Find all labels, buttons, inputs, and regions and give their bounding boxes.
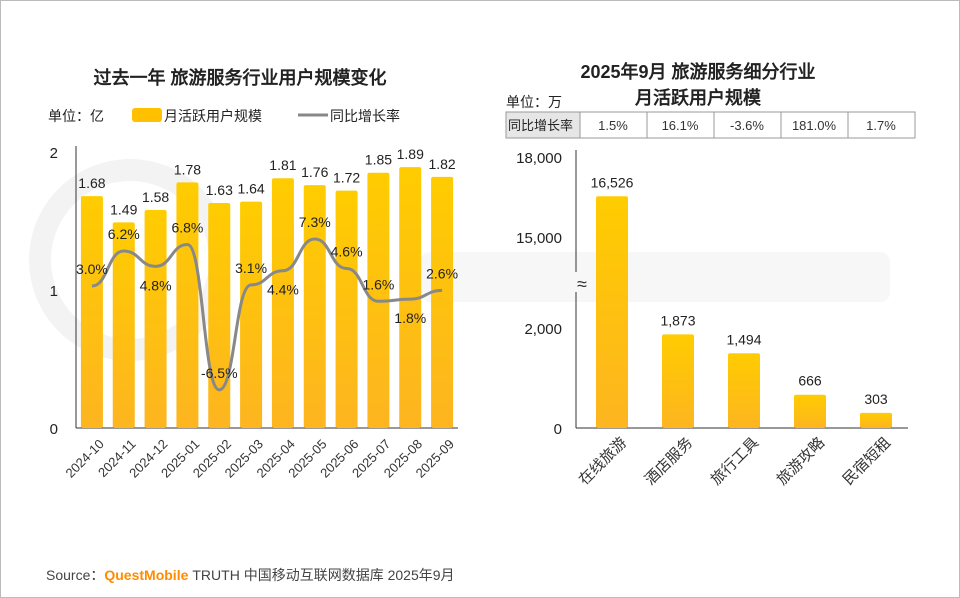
bar-value-label: 1.81 — [269, 157, 296, 173]
x-tick-label: 民宿短租 — [840, 434, 894, 488]
bar-value-label: 1.49 — [110, 201, 137, 217]
legend-bar-label: 月活跃用户规模 — [164, 108, 262, 124]
bar-value-label: 16,526 — [591, 174, 634, 190]
bar-value-label: 1.76 — [301, 164, 328, 180]
legend-line-label: 同比增长率 — [330, 108, 400, 124]
bar — [728, 353, 760, 428]
bar — [176, 182, 199, 428]
x-tick-label: 在线旅游 — [576, 434, 630, 488]
bar — [596, 196, 628, 428]
left-title: 过去一年 旅游服务行业用户规模变化 — [94, 67, 387, 88]
right-unit: 单位：万 — [506, 94, 562, 110]
bar-value-label: 1.63 — [206, 182, 233, 198]
source-line: Source：QuestMobile TRUTH 中国移动互联网数据库 2025年… — [46, 567, 455, 583]
table-value: 1.5% — [598, 118, 628, 133]
bar-value-label: 1,873 — [660, 312, 695, 328]
x-tick-label: 旅行工具 — [708, 434, 762, 488]
table-cell — [780, 111, 849, 139]
bar-value-label: 1.89 — [397, 146, 424, 162]
axis-break-icon: ≈ — [577, 274, 587, 294]
bar — [399, 167, 422, 428]
source-text: TRUTH 中国移动互联网数据库 2025年9月 — [192, 567, 454, 583]
bar — [431, 176, 454, 428]
growth-label: 3.0% — [76, 261, 108, 277]
table-value: 181.0% — [792, 118, 837, 133]
growth-label: 2.6% — [426, 265, 458, 281]
table-header: 同比增长率 — [508, 118, 573, 133]
bar-value-label: 666 — [798, 373, 822, 389]
growth-label: 7.3% — [299, 214, 331, 230]
left-unit: 单位：亿 — [48, 108, 104, 124]
x-tick-label: 酒店服务 — [642, 434, 696, 488]
right-subtitle: 月活跃用户规模 — [634, 87, 762, 108]
growth-label: 6.8% — [171, 219, 203, 235]
bar-value-label: 1.64 — [237, 181, 264, 197]
bar — [144, 209, 167, 428]
legend-bar-swatch — [132, 108, 162, 122]
y-tick-label: 2 — [50, 145, 58, 162]
growth-label: 3.1% — [235, 260, 267, 276]
source-prefix: Source： — [46, 567, 104, 583]
y-tick-label: 0 — [50, 421, 58, 438]
table-cell — [579, 111, 648, 139]
growth-label: 1.8% — [394, 310, 426, 326]
bar — [271, 178, 294, 428]
bar — [80, 196, 103, 428]
growth-label: 4.8% — [140, 277, 172, 293]
bar-value-label: 1.72 — [333, 170, 360, 186]
bar-value-label: 1.78 — [174, 161, 201, 177]
bar — [112, 222, 135, 428]
source-brand: QuestMobile — [104, 567, 188, 583]
bar-value-label: 1.68 — [78, 175, 105, 191]
bar — [208, 203, 231, 428]
growth-line — [91, 237, 443, 392]
y-tick-label: 0 — [554, 421, 562, 438]
growth-label: -6.5% — [201, 365, 238, 381]
bar-value-label: 1.58 — [142, 189, 169, 205]
x-tick-label: 旅游攻略 — [774, 434, 828, 488]
bar-value-label: 1,494 — [726, 331, 761, 347]
growth-label: 4.6% — [331, 244, 363, 260]
bar — [662, 334, 694, 428]
bar — [335, 190, 358, 428]
bar — [303, 185, 326, 428]
y-tick-label: 15,000 — [516, 230, 562, 247]
growth-label: 1.6% — [362, 276, 394, 292]
bar — [240, 201, 263, 428]
bar-value-label: 1.85 — [365, 152, 392, 168]
table-value: -3.6% — [730, 118, 764, 133]
y-tick-label: 2,000 — [524, 321, 562, 338]
table-value: 16.1% — [662, 118, 699, 133]
bar — [860, 412, 892, 428]
growth-label: 4.4% — [267, 282, 299, 298]
table-cell — [713, 111, 782, 139]
bar-value-label: 303 — [864, 391, 888, 407]
y-tick-label: 18,000 — [516, 150, 562, 167]
bar-value-label: 1.82 — [428, 156, 455, 172]
y-tick-label: 1 — [50, 283, 58, 300]
table-value: 1.7% — [866, 118, 896, 133]
bar — [794, 394, 826, 428]
table-cell — [847, 111, 916, 139]
right-title: 2025年9月 旅游服务细分行业 — [580, 61, 815, 82]
growth-label: 6.2% — [108, 226, 140, 242]
